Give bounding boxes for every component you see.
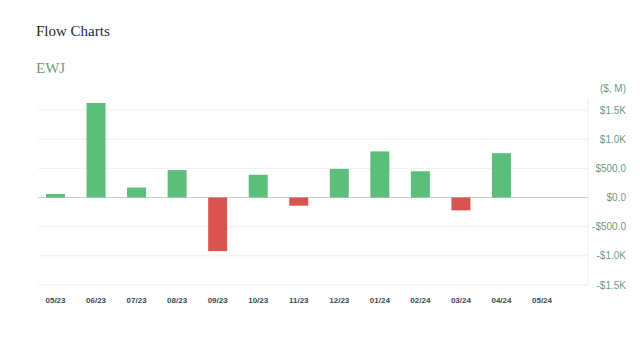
y-tick-label: -$1.0K <box>597 250 627 261</box>
x-tick-label: 08/23 <box>167 296 188 305</box>
bar <box>492 153 511 197</box>
bar <box>208 198 227 252</box>
y-tick-label: $500.0 <box>595 163 626 174</box>
y-tick-label: $0.0 <box>607 192 627 203</box>
bar <box>87 103 106 198</box>
y-tick-label: $1.0K <box>600 134 626 145</box>
bars <box>46 103 511 251</box>
x-tick-label: 02/24 <box>410 296 431 305</box>
x-tick-label: 05/24 <box>532 296 553 305</box>
x-tick-label: 05/23 <box>45 296 66 305</box>
bar <box>451 198 470 211</box>
bar <box>330 169 349 198</box>
bar <box>168 170 187 197</box>
bar <box>370 151 389 197</box>
grid-line <box>38 285 588 286</box>
subtitle: EWJ <box>36 60 65 76</box>
x-tick-label: 06/23 <box>86 296 107 305</box>
y-tick-label: -$1.5K <box>597 280 627 291</box>
bar <box>411 171 430 197</box>
chart: Flow Charts EWJ ($, M) $1.5K $1.0K $500.0 $0.0… <box>0 0 640 340</box>
y-axis-line <box>588 98 589 285</box>
bar <box>249 175 268 198</box>
x-tick-label: 03/24 <box>451 296 472 305</box>
grid-line <box>38 110 588 111</box>
x-tick-label: 01/24 <box>370 296 391 305</box>
bar <box>46 194 65 198</box>
y-axis-label: ($, M) <box>600 83 626 94</box>
x-tick-label: 04/24 <box>491 296 512 305</box>
grid-line <box>38 226 588 227</box>
x-tick-label: 11/23 <box>289 296 309 305</box>
x-tick-label: 10/23 <box>248 296 269 305</box>
y-tick-label: -$500.0 <box>592 221 626 232</box>
grid-line <box>38 139 588 140</box>
bar <box>127 188 146 198</box>
x-tick-label: 12/23 <box>329 296 350 305</box>
x-tick-label: 09/23 <box>208 296 229 305</box>
title: Flow Charts <box>36 23 110 39</box>
grid-line <box>38 255 588 256</box>
bar <box>289 198 308 206</box>
y-tick-label: $1.5K <box>600 105 626 116</box>
x-tick-label: 07/23 <box>127 296 148 305</box>
